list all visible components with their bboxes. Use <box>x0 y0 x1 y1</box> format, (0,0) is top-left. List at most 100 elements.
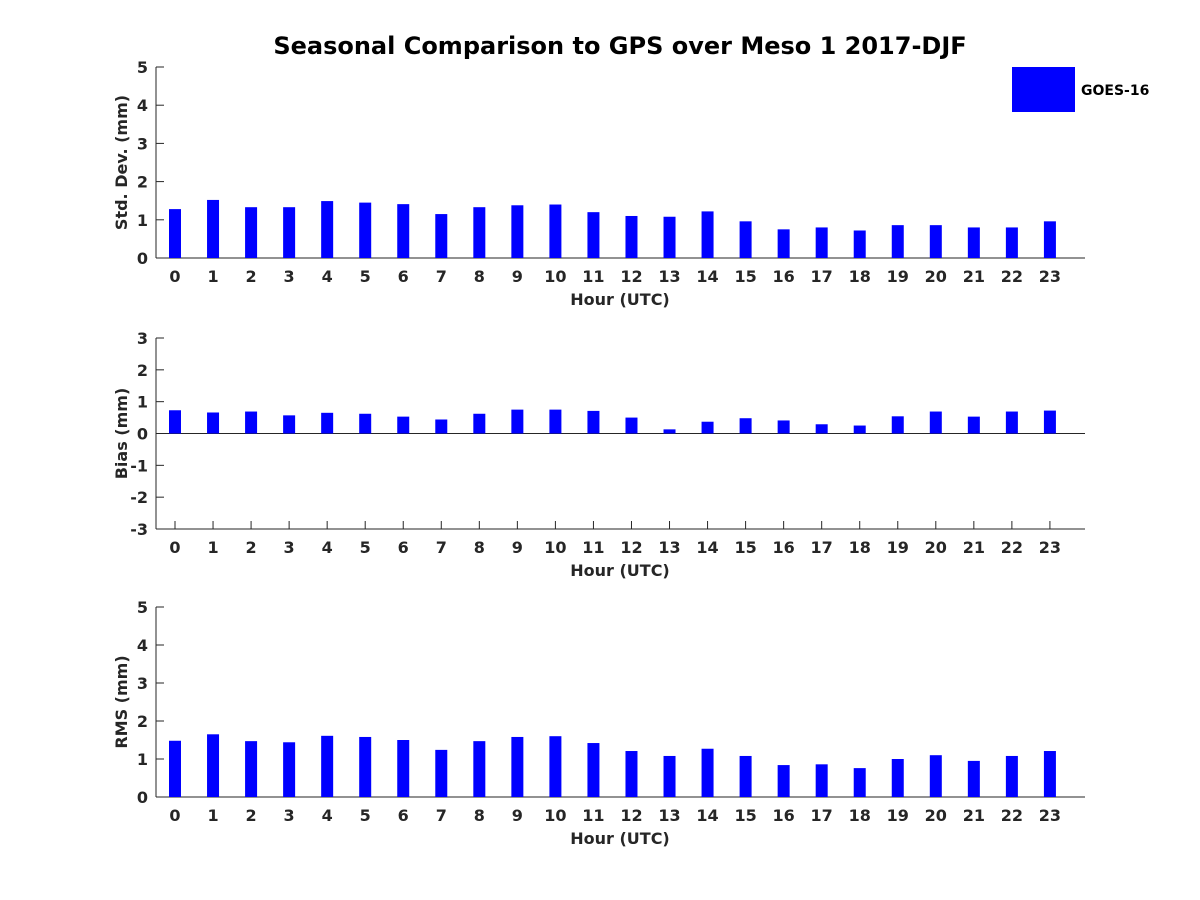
x-tick-label: 22 <box>1001 806 1023 825</box>
x-tick-label: 7 <box>436 806 447 825</box>
x-tick-label: 10 <box>544 267 566 286</box>
x-tick-label: 16 <box>773 806 795 825</box>
bar <box>1005 411 1018 434</box>
bar <box>549 204 562 258</box>
bar <box>397 204 410 258</box>
x-tick-label: 4 <box>322 538 333 557</box>
bar <box>169 209 181 258</box>
x-tick-label: 3 <box>284 267 295 286</box>
bar <box>549 409 562 434</box>
x-tick-label: 13 <box>658 806 680 825</box>
bar <box>967 760 980 797</box>
bar <box>701 748 714 797</box>
legend-label: GOES-16 <box>1081 83 1149 99</box>
bar <box>777 229 790 258</box>
x-tick-label: 12 <box>620 806 642 825</box>
y-tick-label: 2 <box>137 361 148 380</box>
x-tick-label: 18 <box>849 538 871 557</box>
x-tick-label: 15 <box>734 538 756 557</box>
x-axis-title: Hour (UTC) <box>570 290 670 309</box>
x-tick-label: 7 <box>436 267 447 286</box>
bar <box>511 736 524 797</box>
bar <box>397 416 410 434</box>
x-tick-label: 9 <box>512 267 523 286</box>
x-tick-label: 8 <box>474 538 485 557</box>
x-tick-label: 20 <box>925 267 947 286</box>
bar <box>587 743 600 797</box>
x-tick-label: 11 <box>582 538 604 557</box>
bar <box>549 736 562 797</box>
y-tick-label: 3 <box>137 329 148 348</box>
x-tick-label: 8 <box>474 267 485 286</box>
bar <box>701 421 714 434</box>
x-tick-label: 1 <box>207 538 218 557</box>
y-tick-label: 1 <box>137 750 148 769</box>
x-tick-label: 9 <box>512 806 523 825</box>
chart-title: Seasonal Comparison to GPS over Meso 1 2… <box>273 32 966 60</box>
x-tick-label: 2 <box>246 538 257 557</box>
y-tick-label: 2 <box>137 712 148 731</box>
bar <box>777 765 790 797</box>
bar <box>663 429 676 434</box>
x-tick-label: 23 <box>1039 538 1061 557</box>
bar <box>929 755 942 797</box>
x-tick-label: 21 <box>963 806 985 825</box>
bar <box>245 207 258 258</box>
bar <box>283 415 296 434</box>
bar <box>283 742 296 797</box>
bar <box>739 418 752 434</box>
bar <box>321 735 334 797</box>
x-tick-label: 1 <box>207 806 218 825</box>
y-tick-label: 3 <box>137 134 148 153</box>
bar <box>1043 410 1056 434</box>
bar <box>891 225 904 258</box>
bar <box>359 202 372 258</box>
x-tick-label: 12 <box>620 538 642 557</box>
bar <box>891 416 904 434</box>
x-tick-label: 14 <box>696 267 718 286</box>
x-tick-label: 3 <box>284 806 295 825</box>
x-axis-title: Hour (UTC) <box>570 829 670 848</box>
x-tick-label: 16 <box>773 267 795 286</box>
bar <box>625 215 638 258</box>
x-tick-label: 4 <box>322 267 333 286</box>
y-tick-label: -2 <box>130 488 148 507</box>
bar <box>1005 227 1018 258</box>
bar <box>587 410 600 434</box>
bar <box>739 755 752 797</box>
x-tick-label: 3 <box>284 538 295 557</box>
x-tick-label: 19 <box>887 806 909 825</box>
y-axis-title: RMS (mm) <box>112 655 131 748</box>
x-tick-label: 2 <box>246 267 257 286</box>
x-tick-label: 21 <box>963 538 985 557</box>
x-tick-label: 19 <box>887 267 909 286</box>
bar <box>321 201 334 258</box>
x-tick-label: 13 <box>658 538 680 557</box>
y-tick-label: 5 <box>137 598 148 617</box>
bar <box>815 424 828 434</box>
bar <box>967 227 980 258</box>
x-tick-label: 13 <box>658 267 680 286</box>
bar <box>321 412 334 434</box>
bar <box>207 199 220 258</box>
bar <box>929 411 942 434</box>
x-tick-label: 9 <box>512 538 523 557</box>
bar <box>1043 751 1056 797</box>
y-tick-label: 0 <box>137 249 148 268</box>
bar <box>245 741 258 797</box>
bar <box>815 227 828 258</box>
bar <box>663 755 676 797</box>
x-tick-label: 15 <box>734 806 756 825</box>
bar <box>169 410 181 434</box>
x-tick-label: 23 <box>1039 267 1061 286</box>
x-tick-label: 1 <box>207 267 218 286</box>
y-tick-label: 3 <box>137 674 148 693</box>
x-tick-label: 4 <box>322 806 333 825</box>
y-tick-label: 4 <box>137 96 148 115</box>
y-axis-title: Std. Dev. (mm) <box>112 95 131 230</box>
bar <box>1043 221 1056 258</box>
y-tick-label: -3 <box>130 520 148 539</box>
x-tick-label: 23 <box>1039 806 1061 825</box>
x-tick-label: 0 <box>169 538 180 557</box>
